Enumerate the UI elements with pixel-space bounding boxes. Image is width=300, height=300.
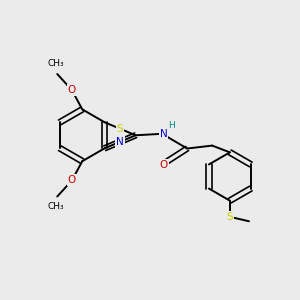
Text: N: N xyxy=(160,129,167,139)
Text: N: N xyxy=(116,137,124,147)
Text: O: O xyxy=(68,175,76,185)
Text: CH₃: CH₃ xyxy=(47,59,64,68)
Text: CH₃: CH₃ xyxy=(47,202,64,211)
Text: S: S xyxy=(117,124,124,134)
Text: O: O xyxy=(160,160,168,170)
Text: H: H xyxy=(168,121,175,130)
Text: O: O xyxy=(68,85,76,95)
Text: S: S xyxy=(226,212,233,222)
